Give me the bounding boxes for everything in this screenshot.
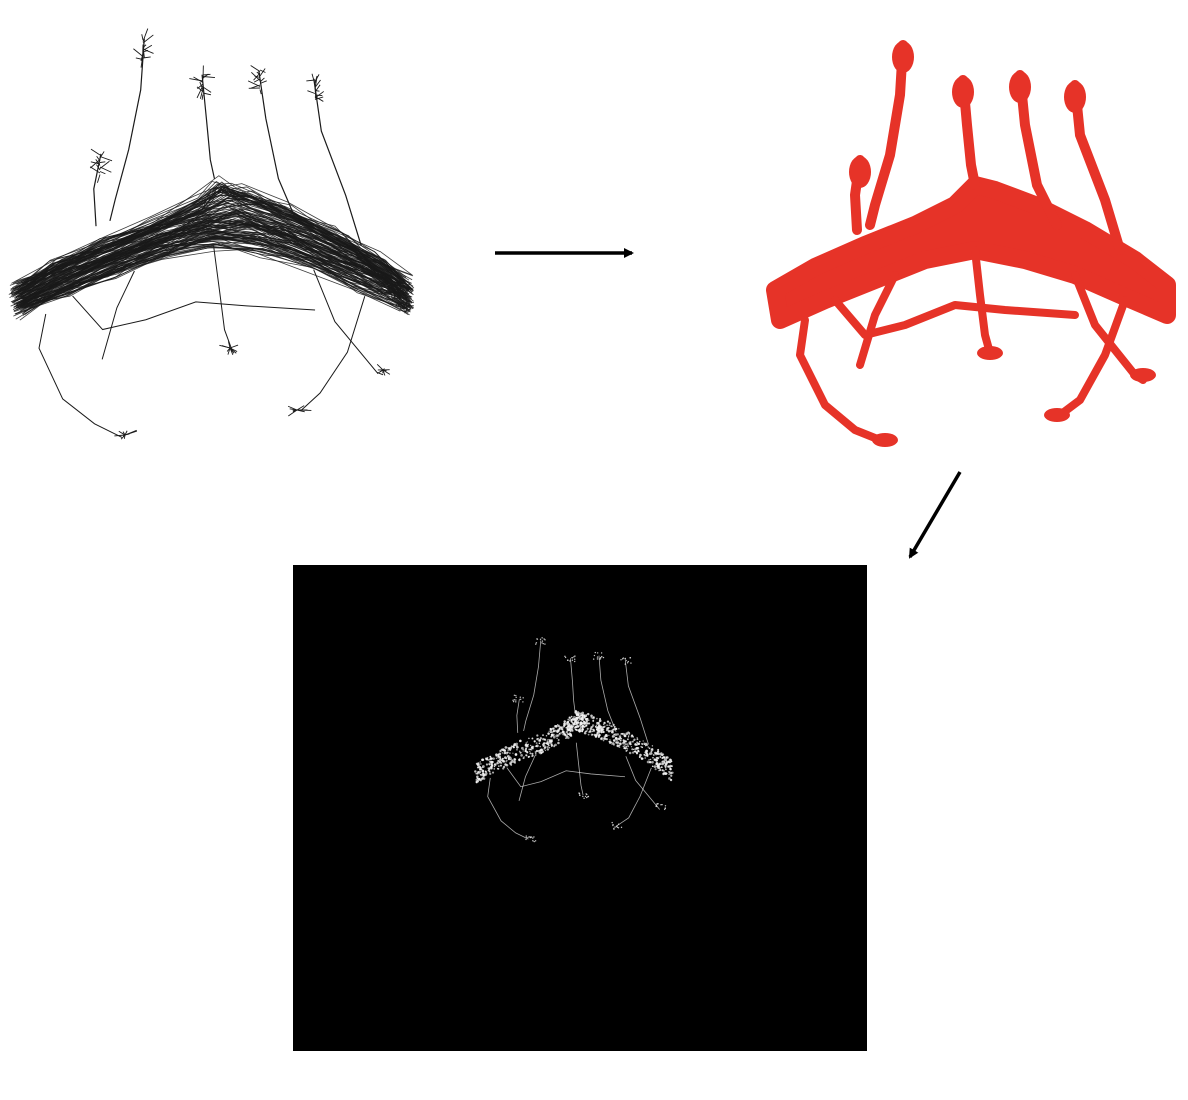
segmentation-mask-panel [766, 40, 1176, 447]
skeleton-tracing-panel [8, 28, 415, 440]
volume-render-panel [293, 565, 867, 1051]
mask-stems [849, 40, 1125, 255]
volume-fibers [487, 637, 667, 843]
skeleton-stems [93, 38, 362, 246]
skeleton-tufts [89, 28, 325, 183]
mask-branches [796, 246, 1156, 447]
volume-signal [474, 637, 674, 843]
volume-background [293, 565, 867, 1051]
volume-band [474, 710, 674, 784]
down-left-arrow-icon [908, 471, 962, 559]
skeleton-band [8, 175, 415, 321]
skeleton-branches [38, 245, 391, 440]
